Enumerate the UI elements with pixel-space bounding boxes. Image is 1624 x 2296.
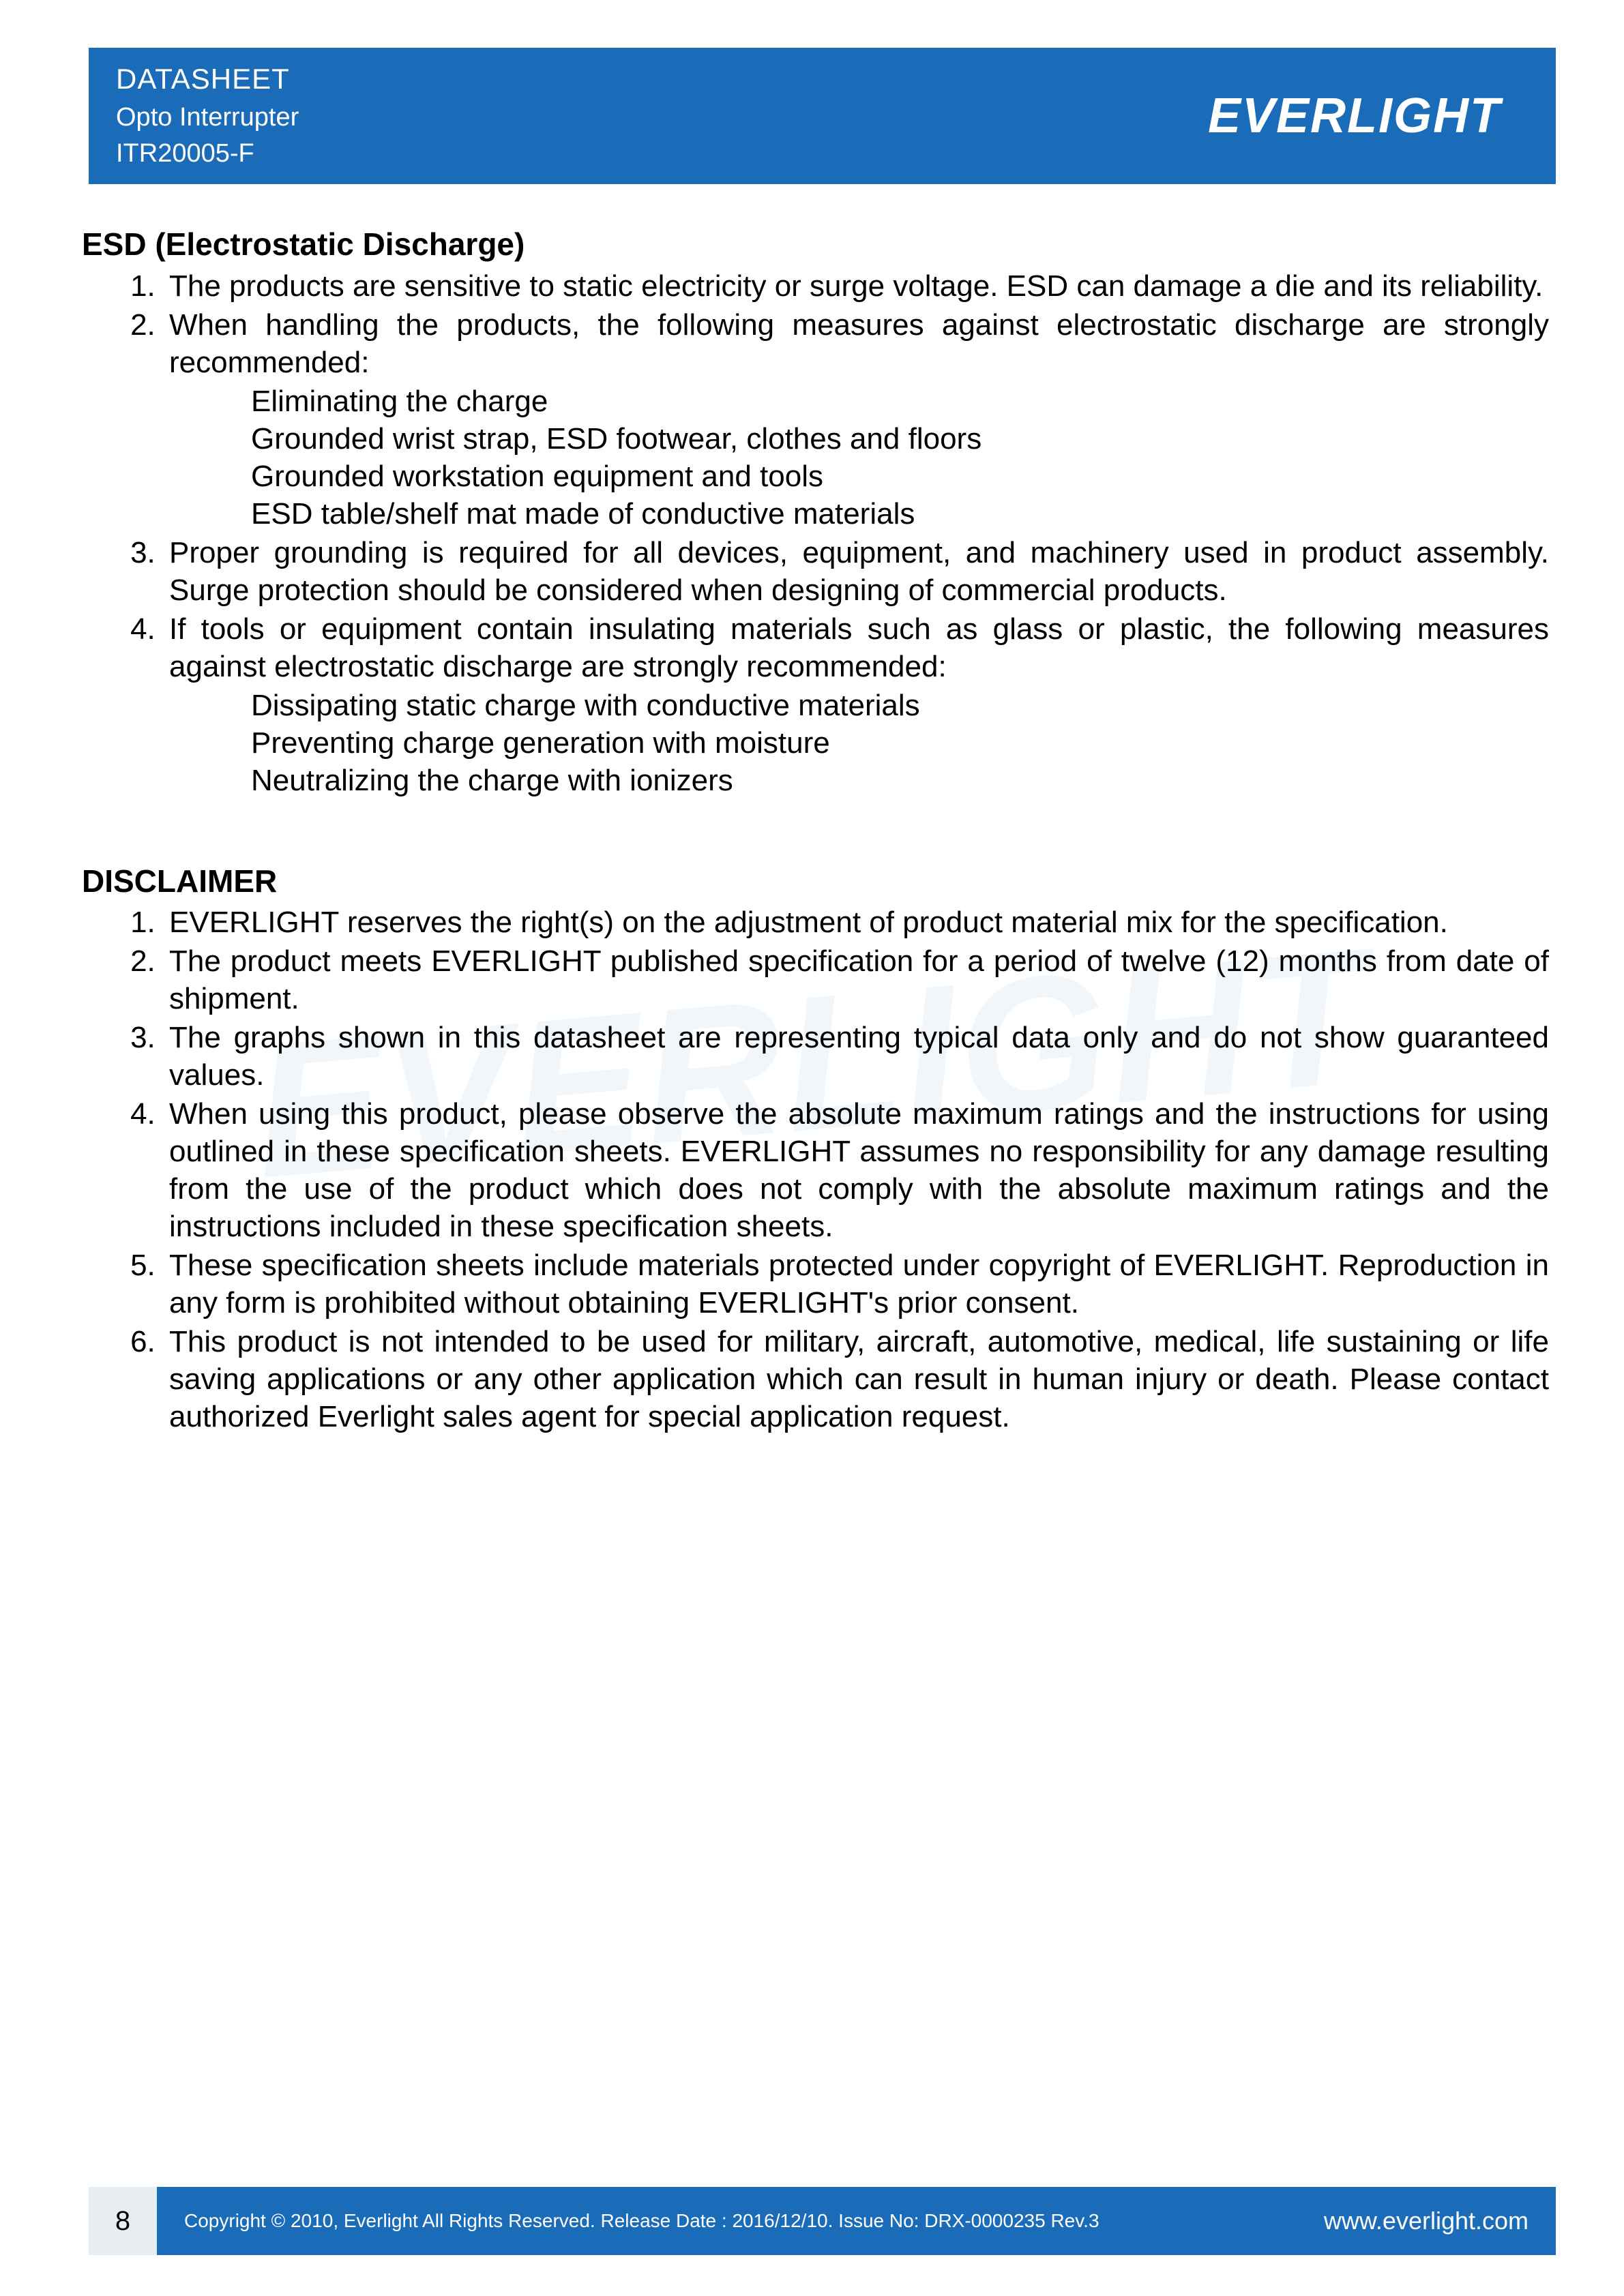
list-item: This product is not intended to be used … (164, 1323, 1549, 1435)
list-item-text: When handling the products, the followin… (169, 308, 1549, 379)
sub-list-item: ESD table/shelf mat made of conductive m… (251, 495, 1549, 533)
footer-bar: 8 Copyright © 2010, Everlight All Rights… (89, 2187, 1556, 2255)
header-left: DATASHEET Opto Interrupter ITR20005-F (116, 59, 299, 172)
sub-list-item: Grounded wrist strap, ESD footwear, clot… (251, 420, 1549, 458)
section-gap (82, 801, 1549, 862)
section-list: The products are sensitive to static ele… (82, 267, 1549, 799)
list-item: EVERLIGHT reserves the right(s) on the a… (164, 904, 1549, 941)
list-item: When handling the products, the followin… (164, 306, 1549, 533)
list-item: If tools or equipment contain insulating… (164, 610, 1549, 799)
list-item-text: This product is not intended to be used … (169, 1325, 1549, 1433)
list-item: The products are sensitive to static ele… (164, 267, 1549, 305)
part-number: ITR20005-F (116, 136, 299, 172)
list-item-text: If tools or equipment contain insulating… (169, 612, 1549, 683)
list-item: The graphs shown in this datasheet are r… (164, 1019, 1549, 1094)
list-item-text: The graphs shown in this datasheet are r… (169, 1021, 1549, 1092)
list-item-text: The products are sensitive to static ele… (169, 269, 1543, 303)
list-item: When using this product, please observe … (164, 1095, 1549, 1245)
sub-list-item: Eliminating the charge (251, 383, 1549, 420)
list-item-text: EVERLIGHT reserves the right(s) on the a… (169, 906, 1448, 939)
brand-logo: EVERLIGHT (1208, 88, 1529, 144)
header-bar: DATASHEET Opto Interrupter ITR20005-F EV… (89, 48, 1556, 184)
doc-type: DATASHEET (116, 59, 299, 100)
section-title: DISCLAIMER (82, 862, 1549, 901)
list-item: These specification sheets include mater… (164, 1247, 1549, 1322)
sub-list-item: Neutralizing the charge with ionizers (251, 762, 1549, 799)
sub-list: Eliminating the chargeGrounded wrist str… (169, 383, 1549, 533)
content-area: ESD (Electrostatic Discharge) The product… (82, 225, 1549, 1437)
sub-list-item: Dissipating static charge with conductiv… (251, 687, 1549, 724)
list-item: Proper grounding is required for all dev… (164, 534, 1549, 609)
section-title: ESD (Electrostatic Discharge) (82, 225, 1549, 265)
list-item-text: These specification sheets include mater… (169, 1249, 1549, 1320)
footer-copyright: Copyright © 2010, Everlight All Rights R… (184, 2210, 1324, 2232)
product-line: Opto Interrupter (116, 100, 299, 136)
list-item-text: Proper grounding is required for all dev… (169, 536, 1549, 607)
sub-list-item: Preventing charge generation with moistu… (251, 724, 1549, 762)
sub-list-item: Grounded workstation equipment and tools (251, 458, 1549, 495)
footer-url: www.everlight.com (1324, 2207, 1529, 2235)
list-item: The product meets EVERLIGHT published sp… (164, 942, 1549, 1017)
list-item-text: When using this product, please observe … (169, 1097, 1549, 1243)
page-number: 8 (89, 2187, 157, 2255)
section-list: EVERLIGHT reserves the right(s) on the a… (82, 904, 1549, 1435)
list-item-text: The product meets EVERLIGHT published sp… (169, 944, 1549, 1015)
sub-list: Dissipating static charge with conductiv… (169, 687, 1549, 799)
